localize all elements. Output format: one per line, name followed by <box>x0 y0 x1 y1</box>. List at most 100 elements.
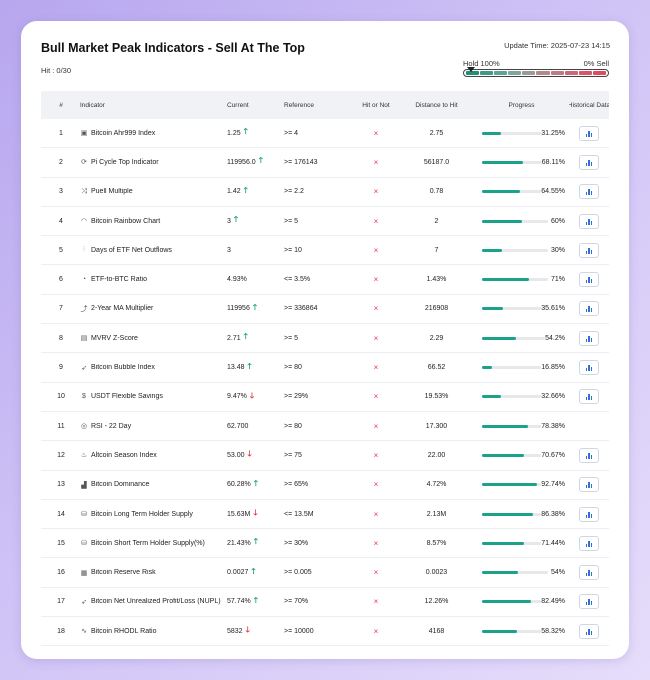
table-row[interactable]: 11 ◎ RSI - 22 Day 62.700 >= 80 × 17.300 … <box>41 412 609 442</box>
historical-data-button[interactable] <box>579 184 599 200</box>
table-row[interactable]: 17 ➶ Bitcoin Net Unrealized Profit/Loss … <box>41 588 609 618</box>
historical-data-button[interactable] <box>579 594 599 610</box>
historical-data-button[interactable] <box>579 154 599 170</box>
current-cell: 60.28% 🡑 <box>224 478 281 492</box>
progress-label: 82.49% <box>541 598 565 606</box>
progress-bar <box>482 541 542 545</box>
table-row[interactable]: 12 ♨ Altcoin Season Index 53.00 🡓 >= 75 ×… <box>41 441 609 471</box>
historical-data-button[interactable] <box>579 242 599 258</box>
progress-fill <box>482 307 504 311</box>
indicator-cell[interactable]: ➶ Bitcoin Bubble Index <box>77 364 224 372</box>
historical-data-button[interactable] <box>579 125 599 141</box>
indicator-cell[interactable]: ⟳ Pi Cycle Top Indicator <box>77 158 224 167</box>
indicator-cell[interactable]: ∿ Bitcoin RHODL Ratio <box>77 627 224 636</box>
indicator-cell[interactable]: ▤ MVRV Z-Score <box>77 334 224 343</box>
chart-bar-icon <box>588 452 590 459</box>
progress-label: 16.85% <box>541 364 565 372</box>
indicator-cell[interactable]: ⤨ Puell Multiple <box>77 188 224 196</box>
table-row[interactable]: 14 ⛁ Bitcoin Long Term Holder Supply 15.… <box>41 500 609 530</box>
progress-label: 30% <box>550 246 565 254</box>
progress-bar <box>482 483 542 487</box>
table-row[interactable]: 8 ▤ MVRV Z-Score 2.71 🡑 >= 5 × 2.29 54.2% <box>41 324 609 354</box>
chart-bar-icon <box>588 570 590 577</box>
chart-bar-icon <box>585 455 588 459</box>
chart-bar-icon <box>585 602 588 606</box>
current-value: 1.25 <box>227 129 241 137</box>
indicator-cell[interactable]: ⤴ 2-Year MA Multiplier <box>77 304 224 314</box>
chart-bar-icon <box>585 162 588 166</box>
progress-fill <box>482 541 525 545</box>
current-cell: 119956.0 🡑 <box>224 155 281 169</box>
distance-value: 19.53% <box>424 393 449 401</box>
progress-fill <box>482 571 518 575</box>
history-cell <box>569 184 609 200</box>
table-row[interactable]: 18 ∿ Bitcoin RHODL Ratio 5832 🡓 >= 10000 … <box>41 617 609 647</box>
indicator-cell[interactable]: ⛁ Bitcoin Short Term Holder Supply(%) <box>77 539 224 548</box>
not-hit-icon: × <box>373 538 379 548</box>
historical-data-button[interactable] <box>579 330 599 346</box>
table-row[interactable]: 3 ⤨ Puell Multiple 1.42 🡑 >= 2.2 × 0.78 6… <box>41 178 609 207</box>
historical-data-button[interactable] <box>579 213 599 229</box>
chart-bar-icon <box>588 482 590 489</box>
indicator-cell[interactable]: ➶ Bitcoin Net Unrealized Profit/Loss (NU… <box>77 598 224 606</box>
wave-icon: ∿ <box>81 628 87 636</box>
indicator-cell[interactable]: ◎ RSI - 22 Day <box>77 422 224 431</box>
hit-status: × <box>353 363 399 372</box>
indicator-cell[interactable]: ⫶ Days of ETF Net Outflows <box>77 246 224 254</box>
indicator-cell[interactable]: ♨ Altcoin Season Index <box>77 451 224 460</box>
progress-bar <box>482 219 548 223</box>
progress-bar <box>482 131 542 135</box>
indicator-cell[interactable]: ▦ Bitcoin Reserve Risk <box>77 569 224 577</box>
not-hit-icon: × <box>373 626 379 636</box>
table-row[interactable]: 9 ➶ Bitcoin Bubble Index 13.48 🡑 >= 80 × … <box>41 353 609 383</box>
dollar-icon: $ <box>82 393 86 401</box>
reference-value: >= 336864 <box>284 305 318 313</box>
current-cell: 1.42 🡑 <box>224 185 281 199</box>
indicator-cell[interactable]: ▟ Bitcoin Dominance <box>77 481 224 489</box>
table-row[interactable]: 6 ◔ ETF-to-BTC Ratio 4.93% <= 3.5% × 1.4… <box>41 265 609 295</box>
reference-value: >= 5 <box>284 334 299 342</box>
flame-icon: ♨ <box>80 452 88 460</box>
indicator-cell[interactable]: ◔ ETF-to-BTC Ratio <box>77 276 224 283</box>
row-number: 1 <box>59 129 63 137</box>
table-row[interactable]: 7 ⤴ 2-Year MA Multiplier 119956 🡑 >= 3368… <box>41 295 609 325</box>
table-row[interactable]: 5 ⫶ Days of ETF Net Outflows 3 >= 10 × 7… <box>41 236 609 266</box>
historical-data-button[interactable] <box>579 506 599 522</box>
historical-data-button[interactable] <box>579 477 599 493</box>
table-row[interactable]: 1 ▣ Bitcoin Ahr999 Index 1.25 🡑 >= 4 × 2.… <box>41 119 609 149</box>
progress-cell: 32.66% <box>474 393 569 400</box>
current-value: 4.93% <box>227 276 247 284</box>
historical-data-button[interactable] <box>579 535 599 551</box>
indicator-cell[interactable]: $ USDT Flexible Savings <box>77 393 224 400</box>
table-row[interactable]: 10 $ USDT Flexible Savings 9.47% 🡓 >= 29%… <box>41 383 609 412</box>
historical-data-button[interactable] <box>579 272 599 288</box>
chart-bar-icon <box>590 396 593 401</box>
reference-value: >= 65% <box>284 481 309 489</box>
table-row[interactable]: 13 ▟ Bitcoin Dominance 60.28% 🡑 >= 65% × … <box>41 471 609 500</box>
historical-data-button[interactable] <box>579 389 599 405</box>
col-hit: Hit or Not <box>362 101 390 109</box>
chart-bar-icon <box>590 220 593 225</box>
chart-bar-icon <box>585 485 588 489</box>
historical-data-button[interactable] <box>579 301 599 317</box>
table-row[interactable]: 4 ◠ Bitcoin Rainbow Chart 3 🡑 >= 5 × 2 60… <box>41 207 609 237</box>
table-row[interactable]: 2 ⟳ Pi Cycle Top Indicator 119956.0 🡑 >= … <box>41 148 609 178</box>
progress-bar <box>482 629 542 633</box>
historical-data-button[interactable] <box>579 360 599 376</box>
current-cell: 2.71 🡑 <box>224 331 281 345</box>
historical-data-button[interactable] <box>579 447 599 463</box>
table-row[interactable]: 15 ⛁ Bitcoin Short Term Holder Supply(%)… <box>41 529 609 559</box>
table-row[interactable]: 16 ▦ Bitcoin Reserve Risk 0.0027 🡑 >= 0.0… <box>41 558 609 588</box>
indicator-cell[interactable]: ◠ Bitcoin Rainbow Chart <box>77 217 224 226</box>
indicator-name: Bitcoin Long Term Holder Supply <box>91 510 193 518</box>
indicator-cell[interactable]: ⛁ Bitcoin Long Term Holder Supply <box>77 510 224 519</box>
row-number: 10 <box>57 393 65 401</box>
historical-data-button[interactable] <box>579 565 599 581</box>
not-hit-icon: × <box>373 216 379 226</box>
reference-value: >= 30% <box>284 539 309 547</box>
distance-value: 4.72% <box>426 481 447 489</box>
indicator-cell[interactable]: ▣ Bitcoin Ahr999 Index <box>77 129 224 138</box>
history-cell <box>569 301 609 317</box>
historical-data-button[interactable] <box>579 623 599 639</box>
reference-value: <= 3.5% <box>284 276 311 284</box>
